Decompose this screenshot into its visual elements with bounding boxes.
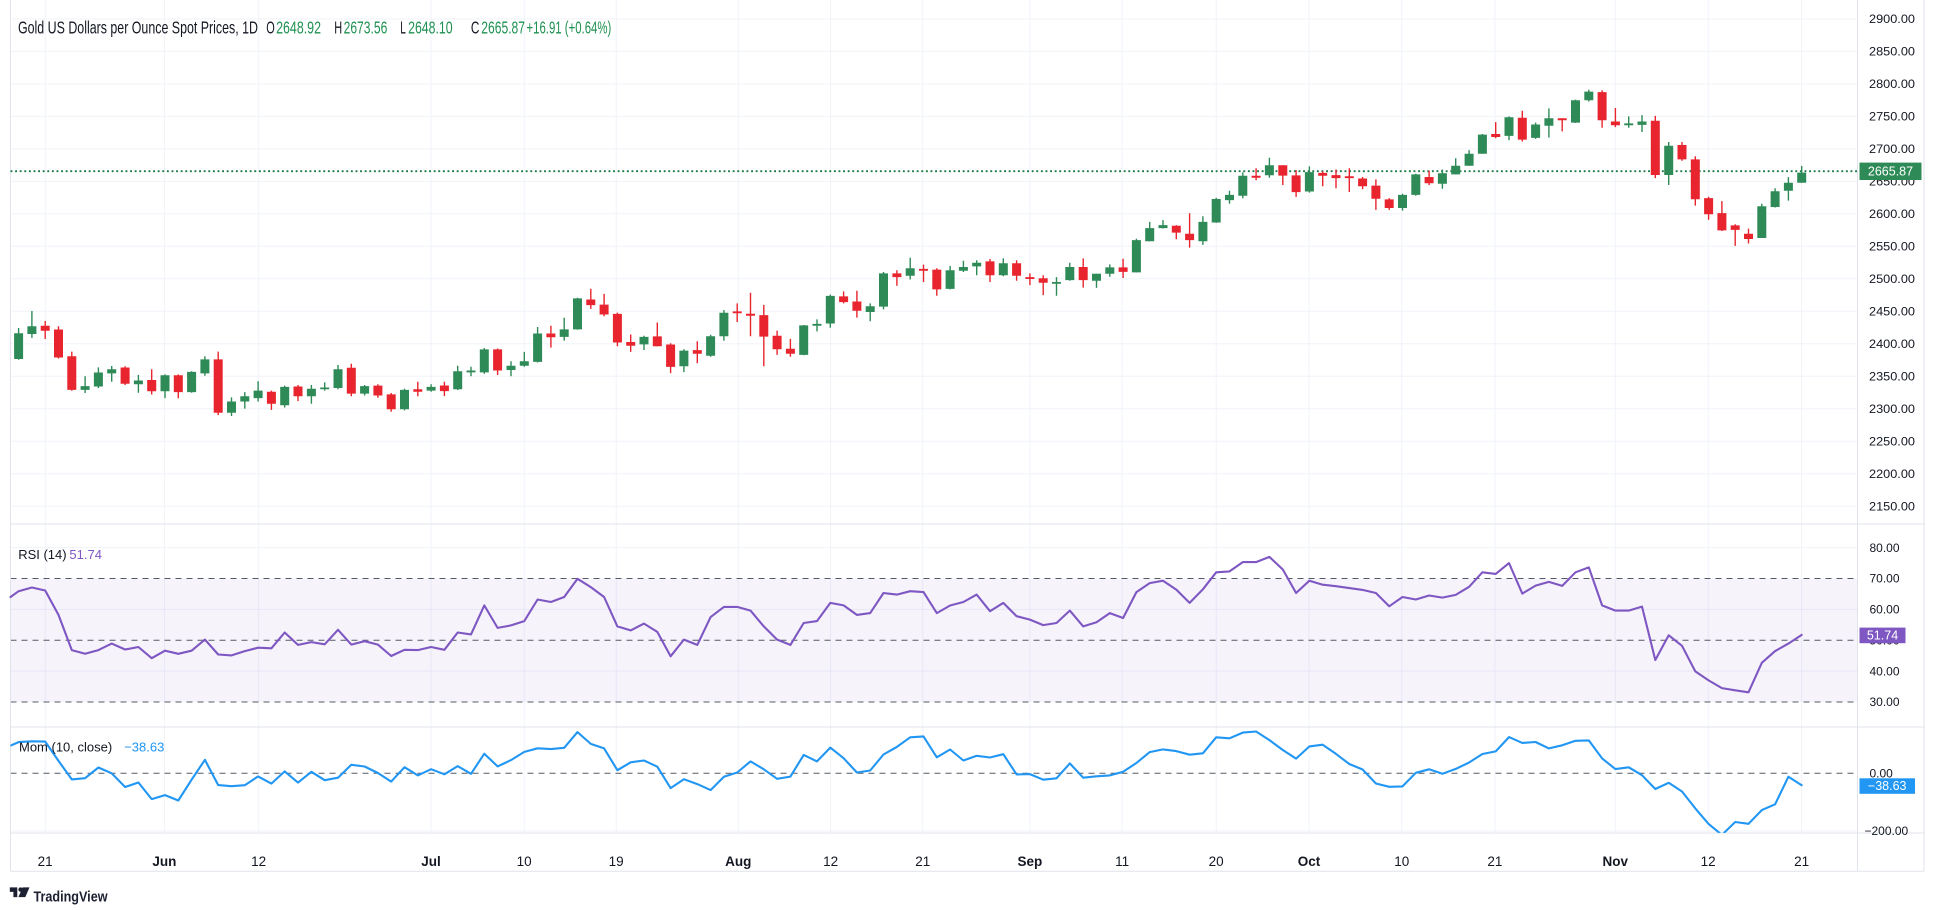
svg-text:10: 10 [1394, 854, 1409, 869]
svg-text:2648.92: 2648.92 [276, 18, 321, 38]
svg-text:21: 21 [1487, 854, 1502, 869]
svg-text:2300.00: 2300.00 [1869, 402, 1915, 416]
svg-text:60.00: 60.00 [1870, 603, 1900, 617]
svg-text:RSI (14): RSI (14) [18, 547, 66, 562]
svg-text:2850.00: 2850.00 [1869, 45, 1915, 59]
svg-text:Nov: Nov [1603, 854, 1629, 869]
svg-text:2900.00: 2900.00 [1869, 12, 1915, 26]
svg-text:2700.00: 2700.00 [1869, 142, 1915, 156]
svg-text:Mom (10, close): Mom (10, close) [19, 740, 112, 755]
svg-text:80.00: 80.00 [1870, 541, 1900, 555]
svg-text:40.00: 40.00 [1870, 664, 1900, 678]
svg-text:12: 12 [1701, 854, 1716, 869]
svg-text:2665.87: 2665.87 [481, 18, 525, 38]
svg-text:70.00: 70.00 [1870, 572, 1900, 586]
svg-text:2648.10: 2648.10 [408, 18, 453, 38]
svg-text:2200.00: 2200.00 [1869, 467, 1915, 481]
svg-text:21: 21 [38, 854, 53, 869]
svg-text:20: 20 [1209, 854, 1224, 869]
svg-text:2500.00: 2500.00 [1869, 272, 1915, 286]
svg-text:0.00: 0.00 [1870, 767, 1894, 781]
svg-text:12: 12 [823, 854, 838, 869]
svg-text:+16.91 (+0.64%): +16.91 (+0.64%) [527, 18, 612, 38]
svg-text:2150.00: 2150.00 [1869, 500, 1915, 514]
svg-text:−38.63: −38.63 [124, 740, 164, 755]
svg-text:21: 21 [1794, 854, 1809, 869]
svg-text:C: C [471, 18, 480, 38]
svg-text:2450.00: 2450.00 [1869, 305, 1915, 319]
svg-text:2600.00: 2600.00 [1869, 207, 1915, 221]
svg-text:19: 19 [609, 854, 624, 869]
svg-text:10: 10 [517, 854, 532, 869]
svg-text:L: L [400, 18, 406, 38]
svg-text:2673.56: 2673.56 [344, 18, 388, 38]
svg-text:Sep: Sep [1018, 854, 1043, 869]
svg-text:2750.00: 2750.00 [1869, 110, 1915, 124]
svg-text:Oct: Oct [1298, 854, 1321, 869]
svg-text:Jun: Jun [152, 854, 176, 869]
svg-text:H: H [334, 18, 342, 38]
svg-text:30.00: 30.00 [1870, 695, 1900, 709]
svg-text:2800.00: 2800.00 [1869, 77, 1915, 91]
svg-text:2550.00: 2550.00 [1869, 240, 1915, 254]
svg-text:Gold US Dollars per Ounce Spot: Gold US Dollars per Ounce Spot Prices, 1… [18, 18, 258, 38]
svg-text:Jul: Jul [421, 854, 441, 869]
svg-text:12: 12 [251, 854, 266, 869]
svg-text:11: 11 [1115, 854, 1129, 869]
svg-text:O: O [266, 18, 275, 38]
svg-text:2400.00: 2400.00 [1869, 337, 1915, 351]
svg-text:51.74: 51.74 [1867, 629, 1898, 643]
svg-text:2250.00: 2250.00 [1869, 435, 1915, 449]
svg-text:−200.00: −200.00 [1865, 824, 1909, 838]
svg-text:−38.63: −38.63 [1868, 779, 1907, 793]
svg-text:TradingView: TradingView [34, 890, 109, 906]
svg-text:21: 21 [915, 854, 930, 869]
svg-text:2350.00: 2350.00 [1869, 370, 1915, 384]
svg-text:51.74: 51.74 [69, 547, 102, 562]
svg-text:2665.87: 2665.87 [1868, 165, 1913, 179]
svg-text:Aug: Aug [725, 854, 751, 869]
